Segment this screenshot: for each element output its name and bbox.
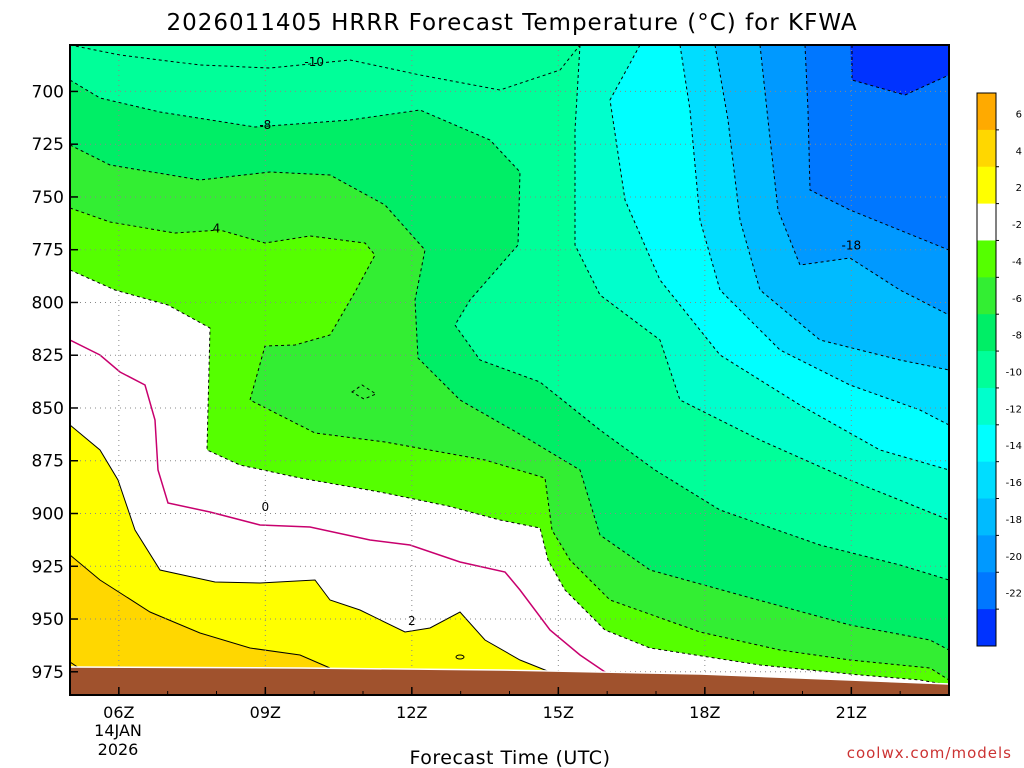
y-tick-label: 875 (32, 452, 64, 472)
colorbar-frame (976, 92, 997, 647)
colorbar-tick-label: -14 (1006, 441, 1022, 452)
contour-labels: -10 -8 4 -18 0 2 (213, 55, 862, 628)
x-tick-label: 06Z (103, 703, 134, 722)
colorbar-band (977, 387, 996, 426)
x-tick-label: 15Z (543, 703, 574, 722)
chart-title: 2026011405 HRRR Forecast Temperature (°C… (166, 10, 857, 36)
isotherm-0 (70, 339, 606, 673)
isotherm-minus10 (609, 45, 949, 471)
y-tick-label: 700 (32, 82, 64, 102)
x-tick-label: 09Z (250, 703, 281, 722)
colorbar: 6 4 2 -2 -4 -6 -8 -10 -12 -14 -16 -18 -20 -22 (976, 92, 1022, 647)
isotherm-minus20 (851, 45, 949, 96)
colorbar-band (977, 277, 996, 315)
colorbar-tick-label: -4 (1012, 257, 1022, 268)
plot-area (70, 45, 949, 695)
x-tick-label: 21Z (836, 703, 867, 722)
colorbar-tick-label: -16 (1006, 478, 1022, 489)
ground (70, 667, 949, 695)
y-tick-label: 800 (32, 293, 64, 313)
colorbar-band (977, 166, 996, 205)
contour-label: -18 (842, 238, 862, 252)
contour-label: -10 (304, 55, 324, 69)
colorbar-tick-label: 4 (1016, 146, 1022, 157)
isotherm-minus18 (804, 45, 949, 251)
colorbar-band (977, 129, 996, 168)
y-tick-label: 950 (32, 610, 64, 630)
colorbar-band (977, 424, 996, 463)
credit-link[interactable]: coolwx.com/models (847, 744, 1012, 762)
contour-label: 0 (262, 500, 270, 514)
y-tick-label: 750 (32, 188, 64, 208)
colorbar-band (977, 351, 996, 389)
colorbar-tick-label: -2 (1012, 220, 1022, 231)
colorbar-tick-label: -18 (1006, 515, 1022, 526)
y-tick-label: 900 (32, 505, 64, 525)
x-tick-label: 18Z (689, 703, 720, 722)
isotherm-minus2-loop (351, 384, 378, 400)
isotherm-minus12 (679, 45, 949, 426)
isotherm-2 (70, 424, 551, 673)
colorbar-band (977, 240, 996, 278)
y-tick-label: 825 (32, 346, 64, 366)
band-2-to-4 (70, 425, 949, 695)
y-tick-label: 725 (32, 135, 64, 155)
x-sublabel-year: 2026 (98, 740, 139, 759)
ground-edge (70, 666, 949, 685)
contour-label: -8 (259, 118, 271, 132)
colorbar-tick-label: 2 (1016, 183, 1022, 194)
contour-label: 2 (408, 614, 416, 628)
grid (70, 45, 949, 695)
colorbar-band (977, 461, 996, 500)
y-axis: 700 725 750 775 800 825 850 875 900 925 950 975 (32, 82, 78, 683)
colorbar-band (977, 609, 996, 647)
band-4-to-6 (70, 555, 949, 695)
negative-isotherms (70, 45, 949, 686)
colorbar-tick-label: 6 (1016, 109, 1022, 120)
colorbar-tick-label: -22 (1006, 589, 1022, 600)
y-tick-label: 925 (32, 557, 64, 577)
isotherm-minus14 (714, 45, 949, 371)
colorbar-band (977, 203, 996, 241)
colorbar-band (977, 572, 996, 610)
isotherm-minus10-left (70, 45, 581, 91)
y-tick-label: 850 (32, 399, 64, 419)
colorbar-band (977, 535, 996, 573)
x-axis-title: Forecast Time (UTC) (410, 747, 611, 768)
isotherm-4 (70, 554, 331, 669)
isotherm-minus8 (574, 45, 949, 521)
isotherm-minus2 (70, 207, 949, 681)
isotherm-minus2-lower (70, 269, 949, 686)
y-tick-label: 775 (32, 241, 64, 261)
colorbar-tick-label: -8 (1012, 331, 1022, 342)
colorbar-tick-label: -10 (1006, 368, 1022, 379)
colorbar-band (977, 314, 996, 352)
contour-label: 4 (213, 222, 221, 236)
colorbar-band (977, 498, 996, 536)
x-tick-label: 12Z (396, 703, 427, 722)
isotherm-2-small (455, 654, 465, 660)
isotherm-minus6 (70, 79, 949, 581)
colorbar-tick-label: -20 (1006, 552, 1022, 563)
isotherm-minus4 (70, 144, 949, 651)
y-tick-label: 975 (32, 663, 64, 683)
colorbar-tick-label: -12 (1006, 404, 1022, 415)
colorbar-band (977, 93, 996, 131)
x-sublabel-date: 14JAN (94, 721, 142, 740)
x-axis: 06Z 09Z 12Z 15Z 18Z 21Z (69, 687, 950, 722)
colorbar-tick-label: -6 (1012, 294, 1022, 305)
